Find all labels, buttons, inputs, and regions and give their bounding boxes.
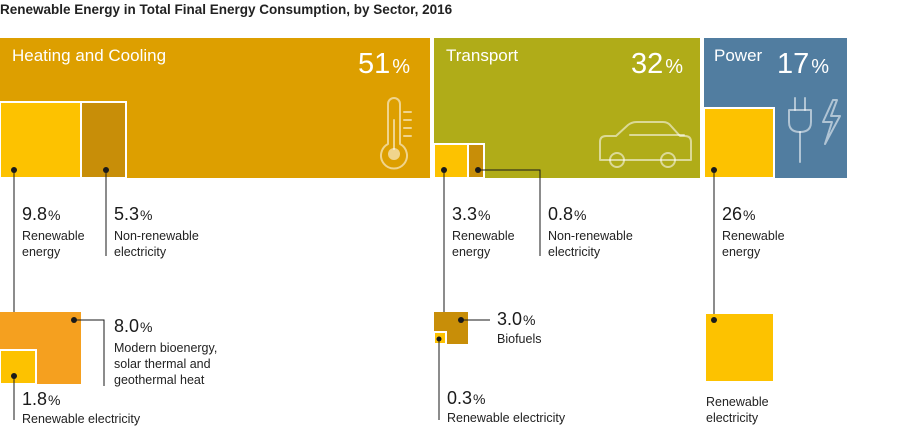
transport-nonrenewable-label-1: Non-renewable <box>548 229 633 243</box>
transport-share: 32% <box>631 48 683 80</box>
heating-bioenergy-label-2: solar thermal and <box>114 357 211 371</box>
transport-label: Transport <box>446 46 518 65</box>
transport-nonrenewable-value: 0.8% <box>548 204 586 224</box>
car-icon <box>599 121 692 168</box>
heating-nonrenewable-label-1: Non-renewable <box>114 229 199 243</box>
transport-renew-elec-label: Renewable electricity <box>447 411 566 425</box>
heating-cooling-label: Heating and Cooling <box>12 46 166 65</box>
power-label: Power <box>714 46 763 65</box>
heating-renewable-label-1: Renewable <box>22 229 85 243</box>
heating-renewable-value: 9.8% <box>22 204 60 224</box>
heating-nonrenewable-label-2: electricity <box>114 245 167 259</box>
transport-value: 32 <box>631 48 663 80</box>
transport-renewable-label-1: Renewable <box>452 229 515 243</box>
connector-dot <box>103 167 109 173</box>
heating-renewable-label-2: energy <box>22 245 61 259</box>
power-share: 17% <box>777 48 829 80</box>
connector-dot <box>711 317 717 323</box>
power-renew-elec-square <box>706 314 773 381</box>
power-renewable-label-1: Renewable <box>722 229 785 243</box>
transport-renewable-square <box>433 143 469 179</box>
power-renewable-square <box>703 107 775 179</box>
heating-bioenergy-label-1: Modern bioenergy, <box>114 341 217 355</box>
connector-transport-nonrenewable <box>478 169 541 256</box>
connector-dot <box>441 167 447 173</box>
power-value: 17 <box>777 48 809 80</box>
power-unit: % <box>811 56 829 78</box>
connector-heating-bioenergy <box>74 319 105 386</box>
heating-cooling-unit: % <box>392 56 410 78</box>
transport-renewable-value: 3.3% <box>452 204 490 224</box>
heating-bioenergy-value: 8.0% <box>114 316 152 336</box>
chart-title: Renewable Energy in Total Final Energy C… <box>0 2 453 17</box>
heating-nonrenewable-value: 5.3% <box>114 204 152 224</box>
heating-renew-elec-square <box>0 349 37 385</box>
heating-renewable-square <box>0 101 82 179</box>
plug-lightning-icon <box>788 97 841 163</box>
heating-cooling-share: 51% <box>358 48 410 80</box>
connector-dot <box>11 167 17 173</box>
power-renewable-label-2: energy <box>722 245 761 259</box>
transport-biofuels-value: 3.0% <box>497 309 535 329</box>
connector-dot <box>711 167 717 173</box>
transport-unit: % <box>665 56 683 78</box>
heating-bioenergy-label-3: geothermal heat <box>114 373 205 387</box>
transport-renewable-label-2: energy <box>452 245 491 259</box>
heating-cooling-value: 51 <box>358 48 390 80</box>
power-renewable-value: 26% <box>722 204 755 224</box>
transport-nonrenewable-square <box>467 143 485 179</box>
power-renew-elec-label-2: electricity <box>706 411 759 425</box>
heating-renew-elec-value: 1.8% <box>22 389 60 409</box>
transport-nonrenewable-label-2: electricity <box>548 245 601 259</box>
transport-renew-elec-value: 0.3% <box>447 388 485 408</box>
heating-nonrenewable-square <box>80 101 127 179</box>
heating-renew-elec-label: Renewable electricity <box>22 412 141 426</box>
thermometer-icon <box>380 97 412 170</box>
power-renew-elec-label-1: Renewable <box>706 395 769 409</box>
transport-biofuels-label: Biofuels <box>497 332 541 346</box>
